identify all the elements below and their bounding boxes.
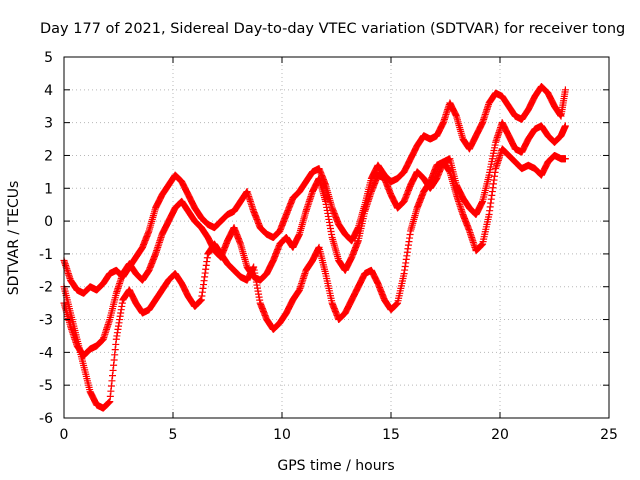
data-points xyxy=(60,83,569,412)
y-axis-label: SDTVAR / TECUs xyxy=(6,181,22,296)
y-tick-label: 2 xyxy=(44,148,53,164)
y-tick-label: 3 xyxy=(44,116,53,132)
y-tick-label: -5 xyxy=(39,378,53,394)
y-tick-label: -4 xyxy=(39,345,53,361)
y-tick-label: -1 xyxy=(39,247,53,263)
data-point xyxy=(561,155,569,163)
x-tick-label: 10 xyxy=(273,427,291,443)
y-tick-label: 5 xyxy=(44,50,53,66)
y-tick-label: -6 xyxy=(39,411,53,427)
x-tick-label: 20 xyxy=(491,427,509,443)
series-track-c xyxy=(60,145,569,412)
y-tick-label: 1 xyxy=(44,181,53,197)
data-point xyxy=(561,86,569,94)
x-tick-labels: 0 5 10 15 20 25 xyxy=(60,427,618,443)
x-tick-label: 0 xyxy=(60,427,69,443)
x-tick-label: 25 xyxy=(600,427,618,443)
chart-title: Day 177 of 2021, Sidereal Day-to-day VTE… xyxy=(40,21,625,37)
axis-ticks xyxy=(63,56,610,419)
data-point xyxy=(561,122,569,130)
x-tick-label: 15 xyxy=(382,427,400,443)
series-track-a xyxy=(60,83,569,297)
y-tick-labels: -6 -5 -4 -3 -2 -1 0 1 2 3 4 5 xyxy=(39,50,53,427)
x-tick-label: 5 xyxy=(169,427,178,443)
y-tick-label: 4 xyxy=(44,83,53,99)
y-tick-label: -3 xyxy=(39,313,53,329)
plot-frame xyxy=(63,56,610,419)
y-tick-label: 0 xyxy=(44,214,53,230)
x-axis-label: GPS time / hours xyxy=(277,458,394,474)
y-tick-label: -2 xyxy=(39,280,53,296)
